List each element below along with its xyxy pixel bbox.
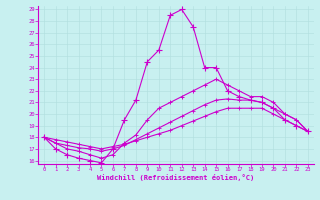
X-axis label: Windchill (Refroidissement éolien,°C): Windchill (Refroidissement éolien,°C) — [97, 174, 255, 181]
